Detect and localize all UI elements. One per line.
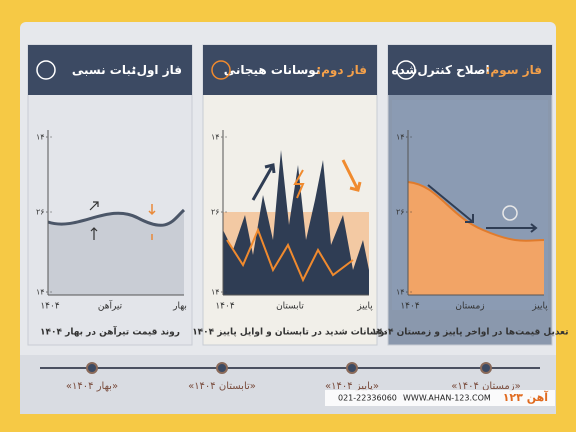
- title-prefix: فاز دوم:: [316, 63, 367, 78]
- title-rest: اصلاح کنترل‌شده: [392, 63, 490, 77]
- x-label: ۱۴۰۴: [400, 302, 420, 312]
- panel-icon: [396, 60, 416, 80]
- arrow-up: [251, 163, 276, 201]
- timeline-dot: [346, 362, 358, 374]
- bolt: [293, 169, 305, 199]
- timeline-dot: [216, 362, 228, 374]
- timeline-label: «زمستان ۱۴۰۴»: [451, 381, 520, 392]
- panel-caption: تعدیل قیمت‌ها در اواخر پاییز و زمستان ۱۴…: [371, 328, 568, 338]
- timeline-dot: [86, 362, 98, 374]
- y-tick-label: ۱۴۰۰: [211, 133, 228, 142]
- x-label: بهار: [172, 302, 187, 312]
- timeline-dot: [480, 362, 492, 374]
- timeline-label: «پاییز ۱۴۰۴»: [325, 381, 379, 392]
- panel-header: [203, 45, 377, 95]
- title-prefix: فاز سوم:: [486, 63, 542, 78]
- x-label: ۱۴۰۴: [40, 302, 60, 312]
- title-prefix: فاز اول:: [132, 63, 182, 78]
- arrow-down: [341, 159, 362, 192]
- timeline-label: «بهار ۱۴۰۴»: [66, 381, 118, 392]
- panel-icon: [211, 60, 231, 80]
- area: [408, 182, 544, 295]
- check: [502, 205, 518, 221]
- y-tick-label: ۲۶۰۰: [211, 208, 228, 217]
- x-label: زمستان: [455, 302, 484, 312]
- panel-caption: نوسانات شدید در تابستان و اوایل پاییز ۱۴…: [192, 328, 388, 338]
- y-tick-label: ۱۴۰۰: [211, 288, 228, 297]
- footer-bg: [325, 390, 555, 406]
- area: [48, 210, 184, 295]
- y-tick-label: ۲۶۰۰: [396, 208, 413, 217]
- timeline-label: «تابستان ۱۴۰۴»: [188, 381, 256, 392]
- orange-zig: [226, 227, 354, 283]
- x-label: پاییز: [531, 302, 548, 312]
- footer-logo: آهن ۱۲۳: [503, 390, 549, 404]
- title-rest: ثبات نسبی: [72, 63, 136, 77]
- x-label: تابستان: [276, 302, 304, 312]
- y-tick-label: ۱۴۰۰: [396, 133, 413, 142]
- footer-website: WWW.AHAN-123.COM: [403, 394, 491, 403]
- panel-title: فاز اول:ثبات نسبی: [72, 63, 182, 78]
- arrow-up: [89, 201, 99, 240]
- x-label: پاییز: [356, 302, 373, 312]
- y-tick-label: ۲۶۰۰: [36, 208, 53, 217]
- arrow: [427, 184, 538, 233]
- x-label: ۱۴۰۴: [215, 302, 235, 312]
- panel-icon: [36, 60, 56, 80]
- curve: [407, 181, 545, 242]
- curve: [47, 208, 186, 227]
- panel-title: فاز دوم:نوسانات هیجانی: [224, 63, 367, 78]
- panel-caption: روند قیمت تیرآهن در بهار ۱۴۰۴: [40, 326, 180, 338]
- spikes: [223, 150, 369, 295]
- x-label: تیرآهن: [98, 300, 123, 312]
- y-tick-label: ۱۴۰۰: [396, 288, 413, 297]
- y-tick-label: ۱۴۰۰: [36, 288, 53, 297]
- arrow-down: [148, 204, 156, 240]
- y-tick-label: ۱۴۰۰: [36, 133, 53, 142]
- footer-phone: 021-22336060: [338, 394, 397, 403]
- panel-title: فاز سوم:اصلاح کنترل‌شده: [392, 63, 543, 78]
- title-rest: نوسانات هیجانی: [224, 63, 321, 78]
